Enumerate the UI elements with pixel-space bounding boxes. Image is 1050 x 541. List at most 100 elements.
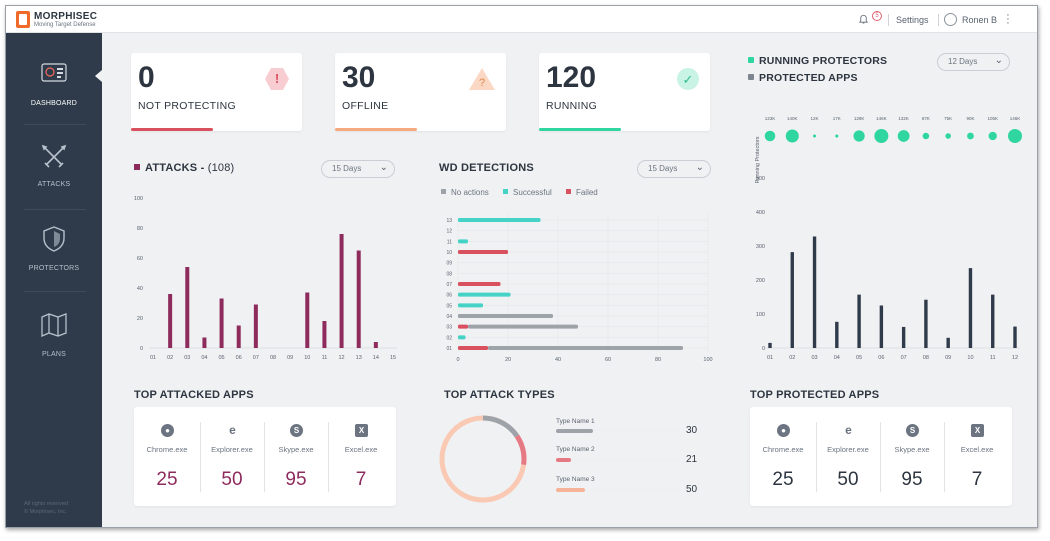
- divider: [888, 14, 889, 26]
- excel-icon: X: [971, 424, 984, 437]
- y-tick-label: 06: [446, 293, 452, 299]
- user-avatar-icon[interactable]: [944, 13, 957, 26]
- app-name: Explorer.exe: [827, 445, 869, 454]
- bar: [458, 292, 511, 297]
- sidebar: DASHBOARD ATTACKS PROTECTORS PLANS All: [6, 33, 102, 527]
- dropdown-value: 12 Days: [948, 57, 978, 66]
- bubble: [853, 130, 865, 142]
- app-tile[interactable]: X Excel.exe 7: [328, 407, 394, 506]
- stat-label: RUNNING: [546, 100, 598, 112]
- wd-range-dropdown[interactable]: 15 Days ⌄: [637, 160, 711, 178]
- stat-card-offline[interactable]: 30 OFFLINE ?: [335, 53, 506, 131]
- app-name: Skype.exe: [278, 445, 314, 454]
- attacks-range-dropdown[interactable]: 15 Days ⌄: [321, 160, 395, 178]
- y-tick-label: 500: [756, 176, 765, 182]
- settings-link[interactable]: Settings: [896, 15, 929, 25]
- sidebar-item-attacks[interactable]: ATTACKS: [6, 129, 102, 211]
- x-tick-label: 08: [923, 355, 929, 361]
- app-value: 7: [971, 469, 983, 490]
- app-tile[interactable]: ● Chrome.exe 25: [134, 407, 200, 506]
- x-tick-label: 15: [390, 355, 396, 360]
- protectors-range-dropdown[interactable]: 12 Days ⌄: [937, 53, 1010, 71]
- app-tile[interactable]: X Excel.exe 7: [944, 407, 1010, 506]
- x-tick-label: 100: [703, 357, 712, 361]
- stat-label: NOT PROTECTING: [138, 100, 236, 112]
- bar: [790, 252, 794, 348]
- bubble: [785, 129, 799, 143]
- x-tick-label: 01: [767, 355, 773, 361]
- user-name[interactable]: Ronen B: [962, 15, 998, 25]
- x-tick-label: 03: [184, 355, 190, 360]
- x-tick-label: 07: [253, 355, 259, 360]
- legend-label: PROTECTED APPS: [759, 72, 858, 84]
- sidebar-item-protectors[interactable]: PROTECTORS: [6, 211, 102, 293]
- sidebar-item-label: PROTECTORS: [28, 265, 80, 272]
- divider: [328, 422, 329, 492]
- bubble-label: 146K: [876, 116, 887, 121]
- map-icon: [41, 313, 67, 337]
- more-menu-icon[interactable]: · · ·: [1006, 9, 1010, 29]
- x-tick-label: 01: [150, 355, 156, 360]
- app-tile[interactable]: S Skype.exe 95: [880, 407, 944, 506]
- bubble: [945, 133, 951, 139]
- bubble: [813, 134, 817, 138]
- top-attacked-title: TOP ATTACKED APPS: [134, 389, 254, 401]
- app-value: 50: [837, 469, 859, 490]
- x-tick-label: 02: [167, 355, 173, 360]
- bar: [458, 346, 488, 350]
- wd-title: WD DETECTIONS: [439, 162, 534, 174]
- legend-swatch: [565, 189, 571, 194]
- app-tile[interactable]: e Explorer.exe 50: [200, 407, 264, 506]
- x-tick-label: 20: [505, 357, 511, 361]
- skype-icon: S: [906, 424, 919, 437]
- sidebar-item-plans[interactable]: PLANS: [6, 295, 102, 377]
- y-tick-label: 03: [446, 325, 452, 331]
- running-protectors-legend: RUNNING PROTECTORS: [748, 55, 887, 67]
- x-tick-label: 02: [789, 355, 795, 361]
- app-tile[interactable]: ● Chrome.exe 25: [750, 407, 816, 506]
- bar: [812, 236, 817, 348]
- app-tile[interactable]: S Skype.exe 95: [264, 407, 328, 506]
- chrome-icon: ●: [777, 424, 790, 437]
- bar: [458, 250, 508, 254]
- divider: [24, 124, 86, 125]
- bar: [202, 337, 207, 348]
- brand-name: MORPHISEC: [34, 11, 98, 22]
- stat-progress-bar: [335, 128, 417, 131]
- wd-detections-chart: 0 20 40 60 80 100 01 02 03 04 05 06 07 08 09 10 11 12 13: [446, 214, 713, 361]
- crossed-swords-icon: [41, 144, 67, 168]
- dropdown-value: 15 Days: [648, 164, 678, 173]
- app-value: 25: [772, 469, 794, 490]
- app-tile[interactable]: e Explorer.exe 50: [816, 407, 880, 506]
- x-tick-label: 04: [834, 355, 840, 361]
- app-window: MORPHISEC Moving Target Defense 5 Settin…: [5, 5, 1038, 528]
- bar: [458, 282, 501, 286]
- bubble-label: 140K: [787, 116, 798, 121]
- bar: [356, 250, 361, 348]
- bar: [768, 342, 772, 348]
- ie-icon: e: [229, 423, 236, 437]
- morphisec-logo[interactable]: [16, 11, 30, 28]
- attack-types-donut: [439, 415, 527, 503]
- legend-label: No actions: [451, 188, 489, 197]
- x-tick-label: 40: [555, 357, 561, 361]
- bell-icon[interactable]: [858, 13, 869, 24]
- bar: [458, 303, 483, 308]
- stat-value: 0: [138, 61, 155, 94]
- bubble: [897, 130, 910, 142]
- attack-type-name: Type Name 2: [556, 446, 595, 453]
- bubble-label: 12K: [811, 116, 819, 121]
- x-tick-label: 05: [219, 355, 225, 360]
- stat-card-not-protecting[interactable]: 0 NOT PROTECTING !: [131, 53, 302, 131]
- attack-type-name: Type Name 1: [556, 418, 595, 425]
- x-tick-label: 11: [322, 355, 328, 360]
- sidebar-item-dashboard[interactable]: DASHBOARD: [6, 33, 102, 115]
- bubble-label: 17K: [833, 116, 841, 121]
- x-tick-label: 14: [373, 355, 379, 360]
- copyright-line: All rights reserved: [24, 501, 69, 507]
- bubble-label: 123K: [765, 116, 776, 121]
- stat-card-running[interactable]: 120 RUNNING ✓: [539, 53, 710, 131]
- x-tick-label: 07: [901, 355, 907, 361]
- bar: [458, 218, 541, 222]
- notification-badge[interactable]: 5: [872, 11, 882, 21]
